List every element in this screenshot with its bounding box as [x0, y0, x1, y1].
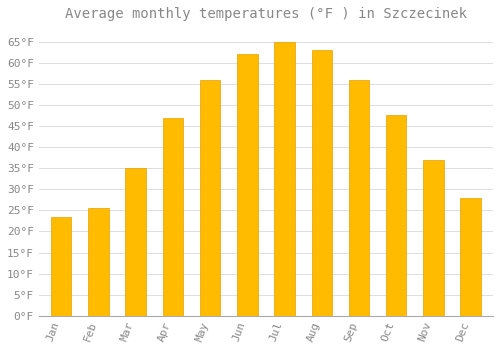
Bar [88, 208, 108, 316]
Bar [274, 42, 295, 316]
Bar [386, 116, 406, 316]
Bar [237, 54, 258, 316]
Title: Average monthly temperatures (°F ) in Szczecinek: Average monthly temperatures (°F ) in Sz… [65, 7, 467, 21]
Bar [349, 80, 370, 316]
Bar [162, 118, 183, 316]
Bar [423, 160, 444, 316]
Bar [312, 50, 332, 316]
Bar [126, 168, 146, 316]
Bar [460, 198, 481, 316]
Bar [51, 217, 72, 316]
Bar [200, 80, 220, 316]
